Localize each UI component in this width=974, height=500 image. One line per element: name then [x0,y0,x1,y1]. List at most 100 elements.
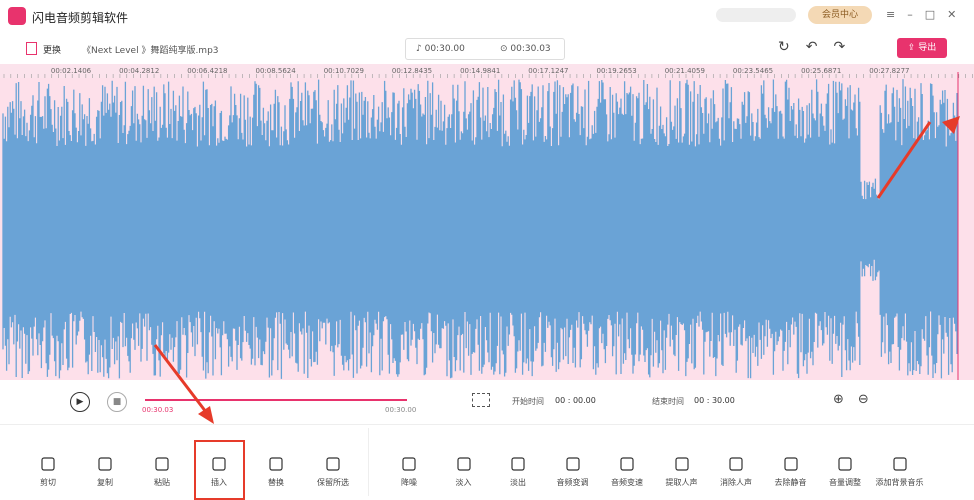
stop-button[interactable]: ■ [107,392,127,412]
tool-icon [326,457,340,471]
tool-button[interactable]: 消除人声 [708,455,764,488]
icon-shape [620,457,634,471]
tool-button[interactable]: 音量调整 [817,455,873,488]
tool-icon [402,457,416,471]
annotation-arrow-2 [153,344,214,424]
tool-button[interactable]: 替换 [248,455,304,488]
waveform [2,79,958,379]
tool-label: 音频变速 [611,478,643,487]
window-controls[interactable]: ≡–□✕ [886,8,969,21]
end-time[interactable]: 00 : 30.00 [694,396,735,405]
tool-icon [620,457,634,471]
tool-label: 淡出 [510,478,526,487]
icon-shape [326,457,340,471]
tool-button[interactable]: 降噪 [381,455,437,488]
tool-label: 消除人声 [720,478,752,487]
start-time[interactable]: 00 : 00.00 [555,396,596,405]
tool-icon [155,457,169,471]
history-buttons[interactable]: ↻↶↷ [778,39,862,55]
annotation-arrow [876,121,932,199]
play-button[interactable]: ▶ [70,392,90,412]
icon-shape [155,457,169,471]
tool-label: 提取人声 [665,478,698,487]
arrow-head [942,116,960,134]
tool-button[interactable]: 剪切 [20,455,76,488]
ruler-label: 00:23.5465 [733,67,773,75]
tool-icon [674,457,689,471]
replace-button[interactable]: 更换 [43,46,62,56]
tool-button[interactable]: 去除静音 [763,455,819,488]
icon-shape [98,457,112,471]
tool-label: 保留所选 [317,478,349,487]
ruler-label: 00:21.4059 [665,67,705,75]
tool-icon [456,457,471,471]
start-label: 开始时间 [512,397,544,406]
tool-button[interactable]: 插入 [191,455,247,488]
tool-label: 去除静音 [774,478,807,487]
highlight-box [194,440,245,500]
tool-button[interactable]: 添加背景音乐 [872,455,928,488]
selection-length: 00:30.03 [510,44,551,54]
playback-bar: ▶ ■ 00:30.03 00:30.00 开始时间 00 : 00.00 结束… [0,380,974,425]
ruler [0,64,974,78]
ruler-label: 00:25.6871 [801,67,841,75]
ruler-label: 00:12.8435 [392,67,432,75]
tool-icon [892,457,907,471]
duration: 00:30.00 [424,44,465,54]
ruler-label: 00:14.9841 [460,67,500,75]
icon-shape [729,457,743,471]
duration-box: ♪ 00:30.00 ⊙ 00:30.03 [405,38,565,60]
user-avatar[interactable] [716,8,796,22]
tool-label: 音量调整 [829,478,861,487]
vip-button[interactable]: 会员中心 [808,6,872,24]
tool-icon [729,457,743,471]
ruler-label: 00:02.1406 [51,67,92,75]
select-icon[interactable] [472,393,490,407]
tool-button[interactable]: 粘贴 [134,455,190,488]
tool-icon [565,457,580,471]
ruler-label: 00:08.5624 [255,67,296,75]
file-name: 《Next Level 》舞蹈纯享版.mp3 [82,46,219,56]
app-logo [8,7,26,25]
tool-label: 添加背景音乐 [875,478,924,487]
tool-icon [783,457,798,471]
tool-label: 淡入 [455,478,472,487]
tool-button[interactable]: 淡出 [490,455,546,488]
waveform-area: 00:02.1406 00:04.2812 00:06.4218 00:08.5624… [0,64,974,380]
tool-icon [98,457,112,471]
icon-shape [838,457,852,471]
tool-button[interactable]: 音频变速 [599,455,655,488]
icon-shape [783,457,798,471]
icon-shape [212,457,226,471]
tool-icon [511,457,525,471]
toolbar: 更换 《Next Level 》舞蹈纯享版.mp3 ♪ 00:30.00 ⊙ 0… [0,32,974,65]
progress-bar[interactable] [145,399,407,401]
tool-button[interactable]: 淡入 [436,455,492,488]
ruler-label: 00:27.8277 [869,67,909,75]
tool-label: 替换 [268,478,284,487]
tool-button[interactable]: 提取人声 [654,455,710,488]
tool-label: 音频变调 [556,478,589,487]
tool-button[interactable]: 保留所选 [305,455,361,488]
icon-shape [269,457,283,471]
tool-label: 剪切 [40,478,56,487]
tool-label: 插入 [211,478,227,487]
icon-shape [41,457,55,471]
tool-label: 粘贴 [154,478,170,487]
tool-label: 降噪 [401,478,417,487]
tool-button[interactable]: 复制 [77,455,133,488]
icon-shape [892,457,907,471]
ruler-label: 00:06.4218 [187,67,227,75]
tool-label: 复制 [97,478,113,487]
tool-button[interactable]: 音频变调 [545,455,601,488]
export-button[interactable]: ⇪ 导出 [897,38,947,58]
end-label: 结束时间 [652,397,684,406]
icon-shape [402,457,416,471]
zoom-buttons[interactable]: ⊕⊖ [833,392,883,407]
ruler-label: 00:10.7029 [324,67,364,75]
ruler-label: 00:17.1247 [528,67,568,75]
ruler-label: 00:19.2653 [596,67,636,75]
tool-icon [269,457,283,471]
icon-shape [511,457,525,471]
